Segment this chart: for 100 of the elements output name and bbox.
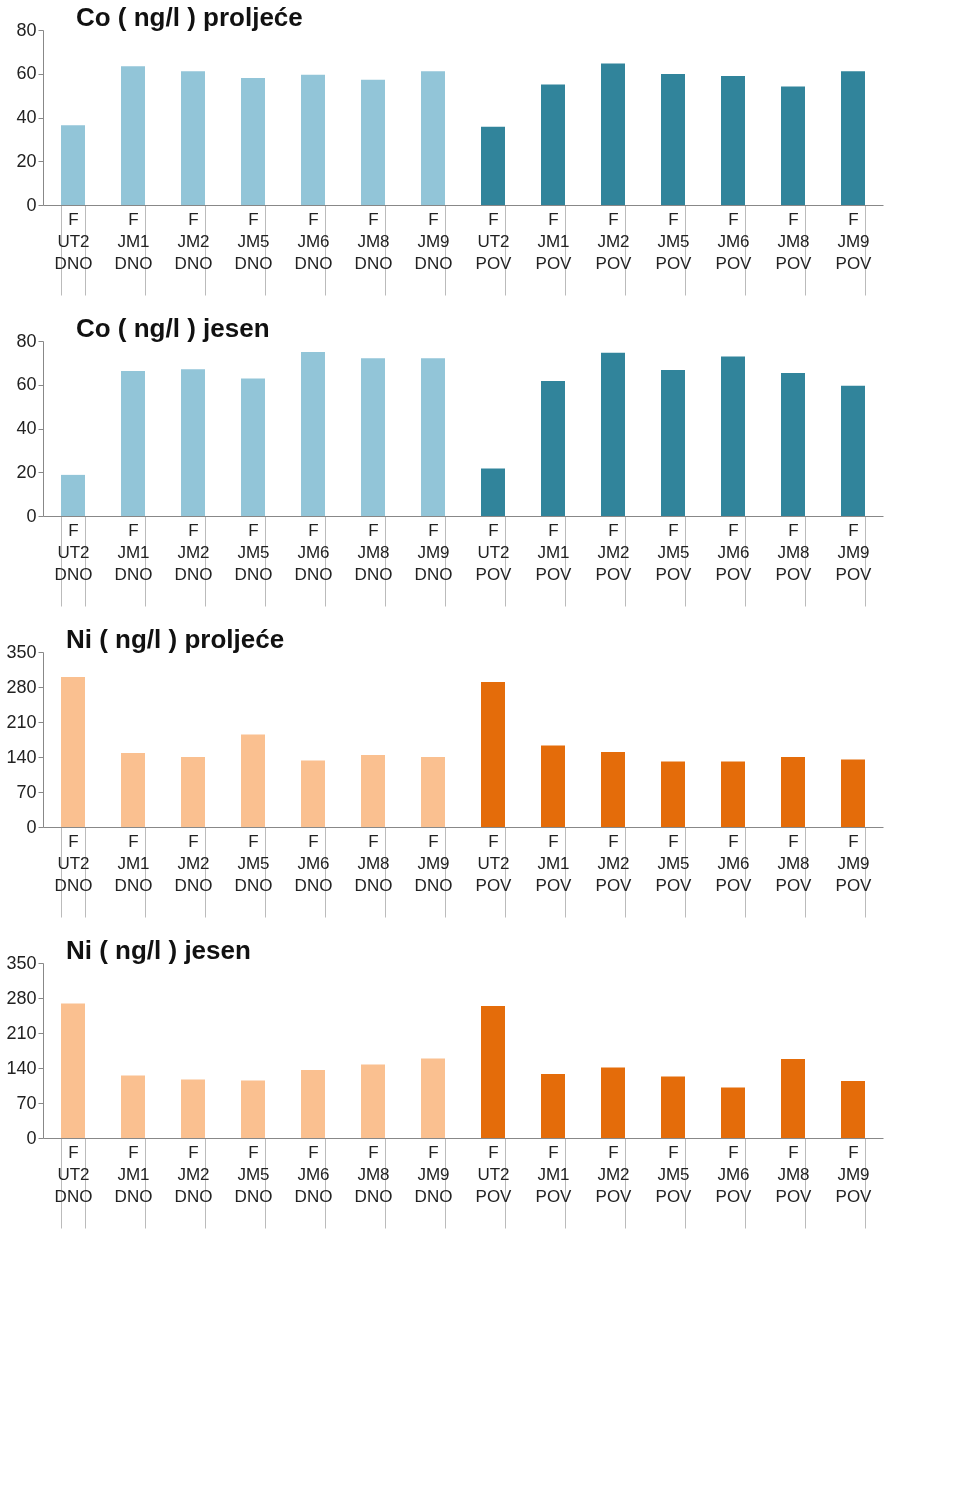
- x-tick-label: F JM1 DNO: [114, 209, 153, 273]
- x-tick-label: F JM6 POV: [715, 1142, 753, 1206]
- x-tick-label: F JM9 DNO: [414, 209, 453, 273]
- bar: [481, 682, 505, 827]
- bar: [781, 86, 805, 205]
- y-tick-label: 0: [26, 1127, 37, 1148]
- x-tick-label: F JM6 POV: [715, 209, 753, 273]
- y-tick-label: 80: [16, 19, 37, 40]
- x-tick-label: F JM5 POV: [655, 1142, 693, 1206]
- x-tick-label: F UT2 POV: [475, 520, 513, 584]
- y-tick-label: 40: [16, 418, 37, 438]
- bar: [121, 1075, 145, 1138]
- x-tick-label: F JM2 DNO: [174, 1142, 213, 1206]
- bar: [61, 677, 85, 827]
- x-tick-label: F UT2 DNO: [54, 1142, 93, 1206]
- y-tick-label: 280: [6, 987, 37, 1008]
- x-tick-label: F JM2 DNO: [174, 520, 213, 584]
- bar: [361, 755, 385, 827]
- bar: [841, 71, 865, 205]
- x-tick-label: F UT2 DNO: [54, 520, 93, 584]
- bar: [661, 1076, 685, 1138]
- x-tick-label: F UT2 DNO: [54, 831, 93, 895]
- x-tick-label: F JM2 POV: [595, 520, 633, 584]
- bar: [661, 761, 685, 827]
- x-tick-label: F JM6 POV: [715, 831, 753, 895]
- bar: [301, 74, 325, 205]
- bar: [301, 760, 325, 827]
- bar: [421, 71, 445, 205]
- x-tick-label: F JM8 DNO: [354, 1142, 393, 1206]
- y-tick-label: 280: [6, 676, 37, 697]
- y-tick-label: 60: [16, 63, 37, 84]
- x-tick-label: F JM6 DNO: [294, 209, 333, 273]
- bar: [721, 356, 745, 516]
- chart-title: Ni ( ng/l ) proljeće: [65, 624, 285, 654]
- y-tick-label: 140: [6, 746, 37, 767]
- x-tick-label: F JM1 DNO: [114, 520, 153, 584]
- y-tick-label: 70: [16, 1092, 37, 1113]
- chart-title: Co ( ng/l ) proljeće: [75, 2, 303, 32]
- y-tick-label: 20: [16, 150, 37, 171]
- x-tick-label: F JM1 POV: [535, 831, 573, 895]
- x-tick-label: F JM1 DNO: [114, 831, 153, 895]
- y-tick-label: 0: [26, 505, 37, 526]
- bar: [601, 752, 625, 827]
- bar: [661, 370, 685, 516]
- bar: [181, 1079, 205, 1138]
- bar: [361, 1064, 385, 1138]
- bar: [601, 63, 625, 205]
- x-tick-label: F JM5 POV: [655, 209, 693, 273]
- x-tick-label: F UT2 POV: [475, 1142, 513, 1206]
- bar: [601, 1067, 625, 1138]
- y-tick-label: 210: [6, 1022, 37, 1043]
- chart-title: Ni ( ng/l ) jesen: [65, 935, 251, 965]
- x-tick-label: F JM9 DNO: [414, 831, 453, 895]
- bar: [181, 757, 205, 827]
- x-tick-label: F JM6 DNO: [294, 1142, 333, 1206]
- x-tick-label: F JM2 POV: [595, 209, 633, 273]
- bar: [481, 468, 505, 516]
- bar: [241, 378, 265, 516]
- bar: [421, 358, 445, 516]
- bar: [301, 351, 325, 516]
- y-tick-label: 70: [16, 781, 37, 802]
- y-tick-label: 210: [6, 711, 37, 732]
- x-tick-label: F JM1 POV: [535, 209, 573, 273]
- bar: [721, 1087, 745, 1138]
- bar: [841, 759, 865, 827]
- y-tick-label: 0: [26, 816, 37, 837]
- x-tick-label: F JM8 DNO: [354, 209, 393, 273]
- y-tick-label: 80: [16, 330, 37, 351]
- bar: [421, 757, 445, 827]
- x-tick-label: F UT2 POV: [475, 209, 513, 273]
- bar: [121, 66, 145, 205]
- bar: [541, 745, 565, 827]
- y-tick-label: 350: [6, 641, 37, 662]
- x-tick-label: F JM8 POV: [775, 831, 813, 895]
- bar: [61, 125, 85, 205]
- x-tick-label: F JM8 DNO: [354, 520, 393, 584]
- bar: [661, 73, 685, 205]
- bar: [121, 370, 145, 516]
- bar: [241, 734, 265, 827]
- x-tick-label: F JM2 POV: [595, 1142, 633, 1206]
- x-tick-label: F JM1 DNO: [114, 1142, 153, 1206]
- bar: [481, 1006, 505, 1138]
- x-tick-label: F JM6 POV: [715, 520, 753, 584]
- bar: [541, 381, 565, 516]
- bar: [121, 753, 145, 827]
- x-tick-label: F JM1 POV: [535, 520, 573, 584]
- x-tick-label: F JM8 DNO: [354, 831, 393, 895]
- bar: [541, 84, 565, 205]
- bar: [541, 1074, 565, 1138]
- x-tick-label: F UT2 POV: [475, 831, 513, 895]
- y-tick-label: 60: [16, 374, 37, 395]
- x-tick-label: F UT2 DNO: [54, 209, 93, 273]
- bar: [601, 352, 625, 516]
- x-tick-label: F JM9 DNO: [414, 520, 453, 584]
- bar: [781, 372, 805, 516]
- x-tick-label: F JM9 POV: [835, 1142, 873, 1206]
- x-tick-label: F JM5 DNO: [234, 209, 273, 273]
- x-tick-label: F JM5 DNO: [234, 1142, 273, 1206]
- y-tick-label: 350: [6, 952, 37, 973]
- bar: [781, 757, 805, 827]
